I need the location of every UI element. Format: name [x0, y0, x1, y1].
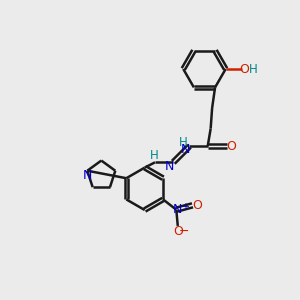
- Text: O: O: [239, 62, 249, 76]
- Text: N: N: [164, 160, 174, 173]
- Text: N: N: [181, 143, 190, 156]
- Text: N: N: [173, 203, 182, 216]
- Text: O: O: [226, 140, 236, 153]
- Text: H: H: [178, 136, 188, 149]
- Text: N: N: [83, 169, 93, 182]
- Text: O: O: [192, 199, 202, 212]
- Text: H: H: [150, 149, 159, 162]
- Text: −: −: [178, 225, 189, 238]
- Text: O: O: [173, 225, 183, 238]
- Text: H: H: [249, 62, 257, 76]
- Text: +: +: [181, 202, 189, 212]
